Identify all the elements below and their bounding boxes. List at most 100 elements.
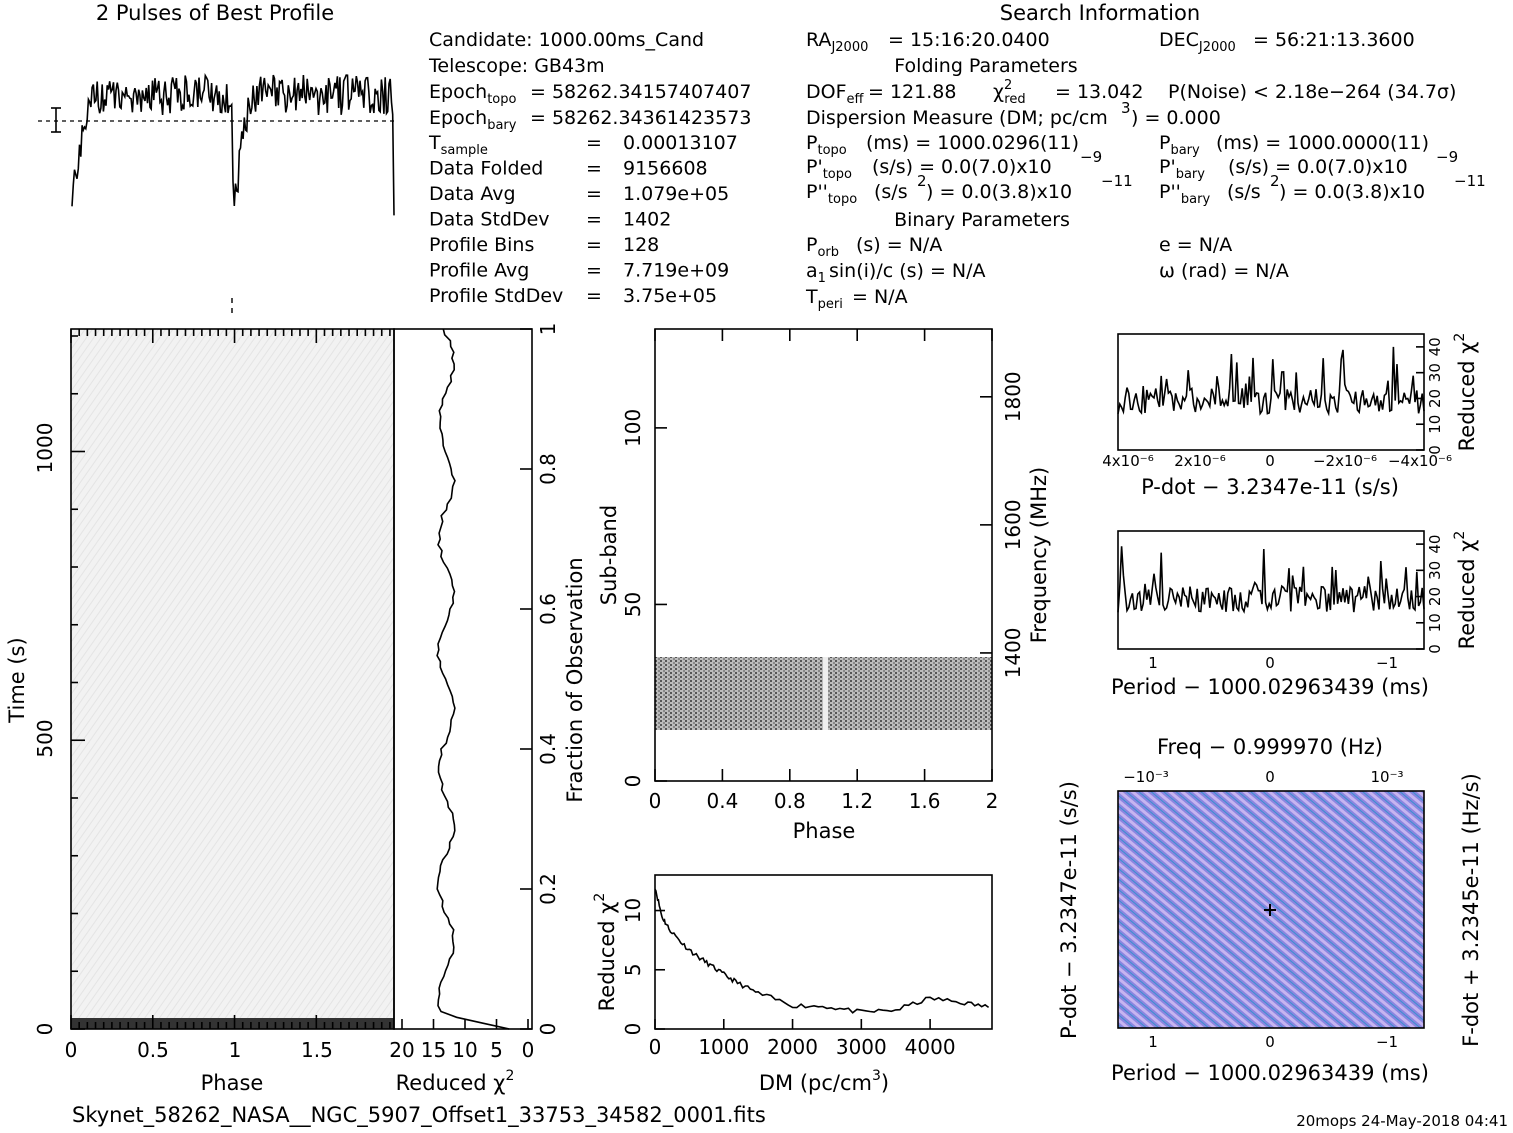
tick-label: 0 [1426, 644, 1444, 654]
tick-label: 1400 [1001, 627, 1025, 678]
tick-label: 500 [33, 719, 57, 757]
tick-label: 0 [1265, 768, 1275, 786]
period-xlabel: Period − 1000.02963439 (ms) [1111, 675, 1429, 699]
tick-label: −1 [1376, 654, 1398, 672]
tick-label: −4x10⁻⁶ [1388, 452, 1452, 470]
filename: Skynet_58262_NASA__NGC_5907_Offset1_3375… [72, 1103, 766, 1128]
tick-label: 0 [1426, 445, 1444, 455]
a1-value: sin(i)/c (s) = N/A [829, 260, 986, 282]
tick-label: 10 [1426, 415, 1444, 434]
tick-label: 0.6 [536, 593, 560, 625]
pddot-bary-sq: 2 [1270, 172, 1280, 190]
tick-label: 50 [621, 592, 645, 617]
pdot-chi2-ylabel: Reduced χ2 [1452, 333, 1479, 452]
tick-label: 1 [229, 1038, 242, 1062]
epoch-bary-label: Epochbary [429, 107, 517, 133]
cand-row-label: Tsample [428, 132, 488, 158]
tick-label: 0.4 [536, 733, 560, 765]
cand-row-label: Data Avg [429, 183, 516, 205]
tick-label: 40 [1426, 337, 1444, 356]
pddot-bary-unit: (s/s [1227, 181, 1261, 203]
epoch-topo-label: Epochtopo [429, 81, 516, 107]
cand-row-label: Data Folded [429, 158, 543, 180]
tick-label: 0 [536, 1023, 560, 1036]
pnoise-value: P(Noise) < 2.18e−264 (34.7σ) [1168, 81, 1456, 103]
pddot-topo-value: ) = 0.0(3.8)x10 [926, 181, 1072, 203]
search-title: Search Information [1000, 1, 1200, 25]
tperi-label: Tperi [805, 286, 843, 312]
pddot-topo-exp: −11 [1101, 172, 1133, 190]
cand-row-value: 3.75e+05 [623, 285, 717, 307]
e-value: e = N/A [1159, 234, 1232, 256]
tick-label: 2x10⁻⁶ [1174, 452, 1225, 470]
tick-label: 40 [1426, 535, 1444, 554]
timestamp: 20mops 24-May-2018 04:41 [1296, 1112, 1508, 1130]
cand-row-eq: = [586, 132, 602, 154]
pdot-topo-label: P'topo [806, 156, 852, 182]
epoch-bary-value: = 58262.34361423573 [530, 107, 751, 129]
time-axis-label: Time (s) [5, 637, 29, 723]
a1-label: a1 [806, 260, 826, 286]
dec-label: DECJ2000 [1159, 29, 1236, 55]
pdot-side-label: P-dot − 3.2347e-11 (s/s) [1057, 781, 1081, 1039]
tick-label: 5 [621, 963, 645, 976]
dof-value: = 121.88 [868, 81, 956, 103]
subband-axis-label: Sub-band [597, 505, 621, 605]
dm-cubed: 3 [1121, 99, 1131, 117]
tick-label: 1600 [1001, 499, 1025, 550]
pbary-value: (ms) = 1000.0000(11) [1216, 132, 1429, 154]
tick-label: 15 [421, 1038, 446, 1062]
tick-label: 0.5 [137, 1038, 169, 1062]
tick-label: 2000 [767, 1035, 818, 1059]
tick-label: 1.6 [909, 789, 941, 813]
frequency-axis-label: Frequency (MHz) [1027, 467, 1051, 643]
tick-label: 0 [1265, 452, 1275, 470]
profile-line [71, 72, 395, 216]
dm-curve [654, 888, 990, 1014]
tick-label: 1.5 [301, 1038, 333, 1062]
ra-value: = 15:16:20.0400 [888, 29, 1050, 51]
candidate-info: Candidate: 1000.00ms_Cand Telescope: GB4… [428, 29, 751, 307]
epoch-topo-value: = 58262.34157407407 [530, 81, 751, 103]
phase-label-left: Phase [201, 1071, 264, 1095]
tick-label: −10⁻³ [1123, 768, 1169, 786]
tick-label: 10 [1426, 613, 1444, 632]
binary-title: Binary Parameters [894, 209, 1070, 231]
cand-row-label: Profile Avg [429, 260, 529, 282]
tick-label: 0 [522, 1038, 535, 1062]
cand-row-value: 1402 [623, 209, 671, 231]
tick-label: 3000 [836, 1035, 887, 1059]
pddot-topo-sq: 2 [917, 172, 927, 190]
pdot-chi2-plot: 0 10 20 30 40 4x10⁻⁶ 2x10⁻⁶ 0 −2x10⁻⁶ −4x10⁻⁶ [1102, 333, 1452, 470]
time-phase-image [71, 329, 394, 1029]
tick-label: 0.2 [536, 873, 560, 905]
phase-label-subband: Phase [793, 819, 856, 843]
freq-offset-label: Freq − 0.999970 (Hz) [1157, 735, 1383, 759]
tick-label: 4x10⁻⁶ [1102, 452, 1153, 470]
pddot-topo-unit: (s/s [874, 181, 908, 203]
dm-xlabel: DM (pc/cm3) [759, 1068, 889, 1095]
dof-label: DOFeff [806, 81, 865, 107]
search-info: RAJ2000 = 15:16:20.0400 DECJ2000 = 56:21… [805, 29, 1486, 312]
folding-title: Folding Parameters [894, 55, 1077, 77]
subband-plot: 0 0.4 0.8 1.2 1.6 2 0 50 100 1400 1600 1800 [621, 328, 1025, 813]
tick-label: 1000 [698, 1035, 749, 1059]
dm-label: Dispersion Measure (DM; pc/cm [806, 107, 1108, 129]
tick-label: 20 [389, 1038, 414, 1062]
tick-label: −1 [1376, 1033, 1398, 1051]
tperi-value: = N/A [852, 286, 908, 308]
tick-label: 30 [1426, 363, 1444, 382]
pddot-bary-label: P''bary [1159, 181, 1210, 207]
dm-plot: 0 1000 2000 3000 4000 0 5 10 [621, 874, 993, 1059]
time-phase-bottom-band [71, 1018, 394, 1029]
p-pdot-plot: 1 0 −1 −10⁻³ 0 10⁻³ [1117, 768, 1425, 1051]
candidate-line: Candidate: 1000.00ms_Cand [429, 29, 704, 51]
tick-label: 1000 [33, 423, 57, 474]
tick-label: 100 [621, 409, 645, 447]
period-chi2-line [1117, 546, 1425, 614]
tick-label: 0 [621, 775, 645, 788]
tick-label: 0.4 [706, 789, 738, 813]
cand-row-value: 128 [623, 234, 659, 256]
tick-label: 0 [1265, 1033, 1275, 1051]
